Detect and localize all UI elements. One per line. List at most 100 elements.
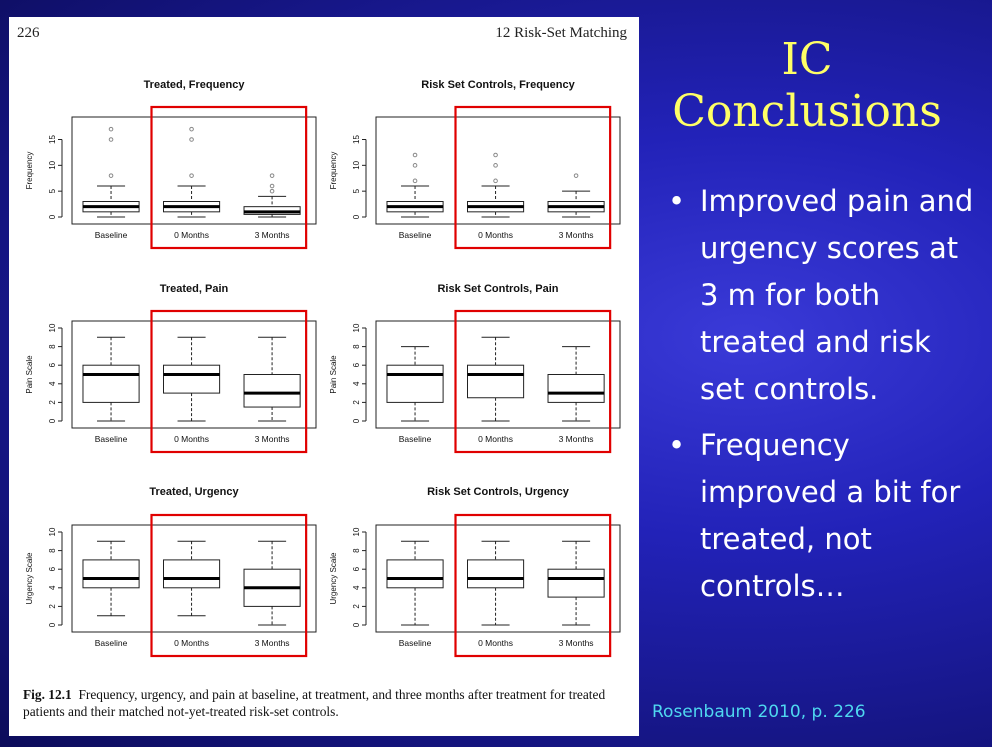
- x-tick-label: Baseline: [399, 638, 432, 648]
- y-tick-label: 10: [48, 323, 57, 332]
- y-axis-label: Urgency Scale: [25, 552, 34, 605]
- y-tick-label: 10: [352, 323, 361, 332]
- figure-caption: Fig. 12.1 Frequency, urgency, and pain a…: [23, 686, 633, 720]
- plot-frame: [71, 320, 317, 429]
- y-tick-label: 15: [48, 135, 57, 144]
- x-tick-label: 0 Months: [478, 434, 513, 444]
- box: [467, 559, 525, 589]
- panel-title: Risk Set Controls, Urgency: [427, 486, 570, 498]
- highlight-box: [150, 309, 308, 454]
- y-tick-label: 8: [352, 548, 361, 553]
- x-tick-label: 3 Months: [255, 638, 290, 648]
- box: [467, 364, 525, 399]
- outlier-point: [573, 173, 579, 178]
- boxplot-figure: Treated, Frequency 0 5 10 15 Frequency Baselin…: [25, 79, 621, 658]
- slide-title-line-2: Conclusions: [672, 86, 942, 137]
- panel-title: Treated, Frequency: [144, 79, 246, 91]
- outlier-point: [189, 126, 194, 132]
- caption-label: Fig. 12.1: [23, 687, 72, 702]
- x-tick-label: 0 Months: [174, 638, 209, 648]
- highlight-box: [454, 105, 612, 250]
- y-tick-label: 6: [352, 566, 361, 571]
- y-axis-label: Frequency: [25, 152, 34, 190]
- y-tick-label: 8: [352, 344, 361, 349]
- boxplot-panel: Risk Set Controls, Frequency 0 5 10 15 Freque…: [329, 79, 621, 250]
- y-axis-label: Pain Scale: [25, 355, 34, 394]
- box: [163, 364, 221, 394]
- x-tick-label: 0 Months: [478, 230, 513, 240]
- box: [547, 374, 605, 403]
- y-tick-label: 2: [48, 400, 57, 405]
- y-tick-label: 2: [352, 400, 361, 405]
- y-axis-label: Urgency Scale: [329, 552, 338, 605]
- x-tick-label: 3 Months: [559, 638, 594, 648]
- x-tick-label: Baseline: [399, 230, 432, 240]
- panel-title: Risk Set Controls, Frequency: [421, 79, 575, 91]
- box: [243, 374, 301, 408]
- bullet-dot-icon: •: [668, 184, 686, 218]
- outlier-point: [412, 178, 418, 184]
- box: [547, 568, 605, 598]
- x-tick-label: Baseline: [399, 434, 432, 444]
- x-tick-label: 0 Months: [174, 230, 209, 240]
- boxplot-panel: Treated, Pain 0 2 4 6 8 10 Pain Scale Baseline 0 …: [25, 283, 317, 454]
- plot-frame: [375, 524, 621, 633]
- x-tick-label: 0 Months: [478, 638, 513, 648]
- boxplot-panel: Treated, Frequency 0 5 10 15 Frequency Baselin…: [25, 79, 317, 250]
- y-tick-label: 0: [48, 418, 57, 423]
- x-tick-label: 3 Months: [255, 434, 290, 444]
- highlight-box: [454, 309, 612, 454]
- x-tick-label: Baseline: [95, 638, 128, 648]
- plot-frame: [71, 524, 317, 633]
- y-tick-label: 4: [352, 381, 361, 386]
- y-tick-label: 0: [352, 622, 361, 627]
- textbook-page: 2 2 6 12 Risk-Set Matching Treated, Freque…: [9, 17, 639, 736]
- box: [386, 364, 444, 403]
- x-tick-label: 3 Months: [255, 230, 290, 240]
- y-tick-label: 2: [352, 604, 361, 609]
- boxplot-panel: Risk Set Controls, Urgency 0 2 4 6 8 10 Urgency…: [329, 486, 621, 658]
- y-tick-label: 0: [48, 622, 57, 627]
- outlier-point: [412, 152, 418, 158]
- box: [163, 559, 221, 589]
- bullet-text: Frequency improved a bit for treated, no…: [700, 428, 961, 603]
- y-tick-label: 0: [48, 214, 57, 219]
- plot-frame: [375, 320, 621, 429]
- box: [82, 364, 140, 403]
- outlier-point: [189, 173, 194, 178]
- bullet-item: • Improved pain and urgency scores at 3 m…: [668, 178, 978, 413]
- x-tick-label: Baseline: [95, 230, 128, 240]
- outlier-point: [493, 163, 498, 168]
- y-tick-label: 0: [352, 214, 361, 219]
- y-tick-label: 0: [352, 418, 361, 423]
- y-tick-label: 10: [352, 160, 361, 169]
- bullet-text: Improved pain and urgency scores at 3 m …: [700, 184, 974, 406]
- y-tick-label: 6: [352, 362, 361, 367]
- y-tick-label: 8: [48, 548, 57, 553]
- outlier-point: [189, 137, 194, 142]
- outlier-point: [412, 163, 418, 168]
- y-tick-label: 6: [48, 362, 57, 367]
- y-axis-label: Frequency: [329, 152, 338, 190]
- plot-frame: [375, 116, 621, 225]
- x-tick-label: 0 Months: [174, 434, 209, 444]
- plot-frame: [71, 116, 317, 225]
- outlier-point: [493, 152, 498, 158]
- bullet-item: • Frequency improved a bit for treated, n…: [668, 422, 978, 610]
- outlier-point: [493, 178, 498, 184]
- x-tick-label: 3 Months: [559, 434, 594, 444]
- y-tick-label: 5: [48, 188, 57, 193]
- outlier-point: [108, 137, 114, 142]
- y-tick-label: 10: [352, 527, 361, 536]
- box: [82, 559, 140, 589]
- y-tick-label: 8: [48, 344, 57, 349]
- highlight-box: [150, 513, 308, 658]
- box: [386, 559, 444, 589]
- y-tick-label: 10: [48, 527, 57, 536]
- boxplot-panel: Treated, Urgency 0 2 4 6 8 10 Urgency Scale Base…: [25, 486, 317, 658]
- caption-text: Frequency, urgency, and pain at baseline…: [23, 687, 606, 719]
- y-tick-label: 6: [48, 566, 57, 571]
- y-tick-label: 15: [352, 135, 361, 144]
- y-tick-label: 10: [48, 160, 57, 169]
- chapter-header: 12 Risk-Set Matching: [495, 25, 627, 41]
